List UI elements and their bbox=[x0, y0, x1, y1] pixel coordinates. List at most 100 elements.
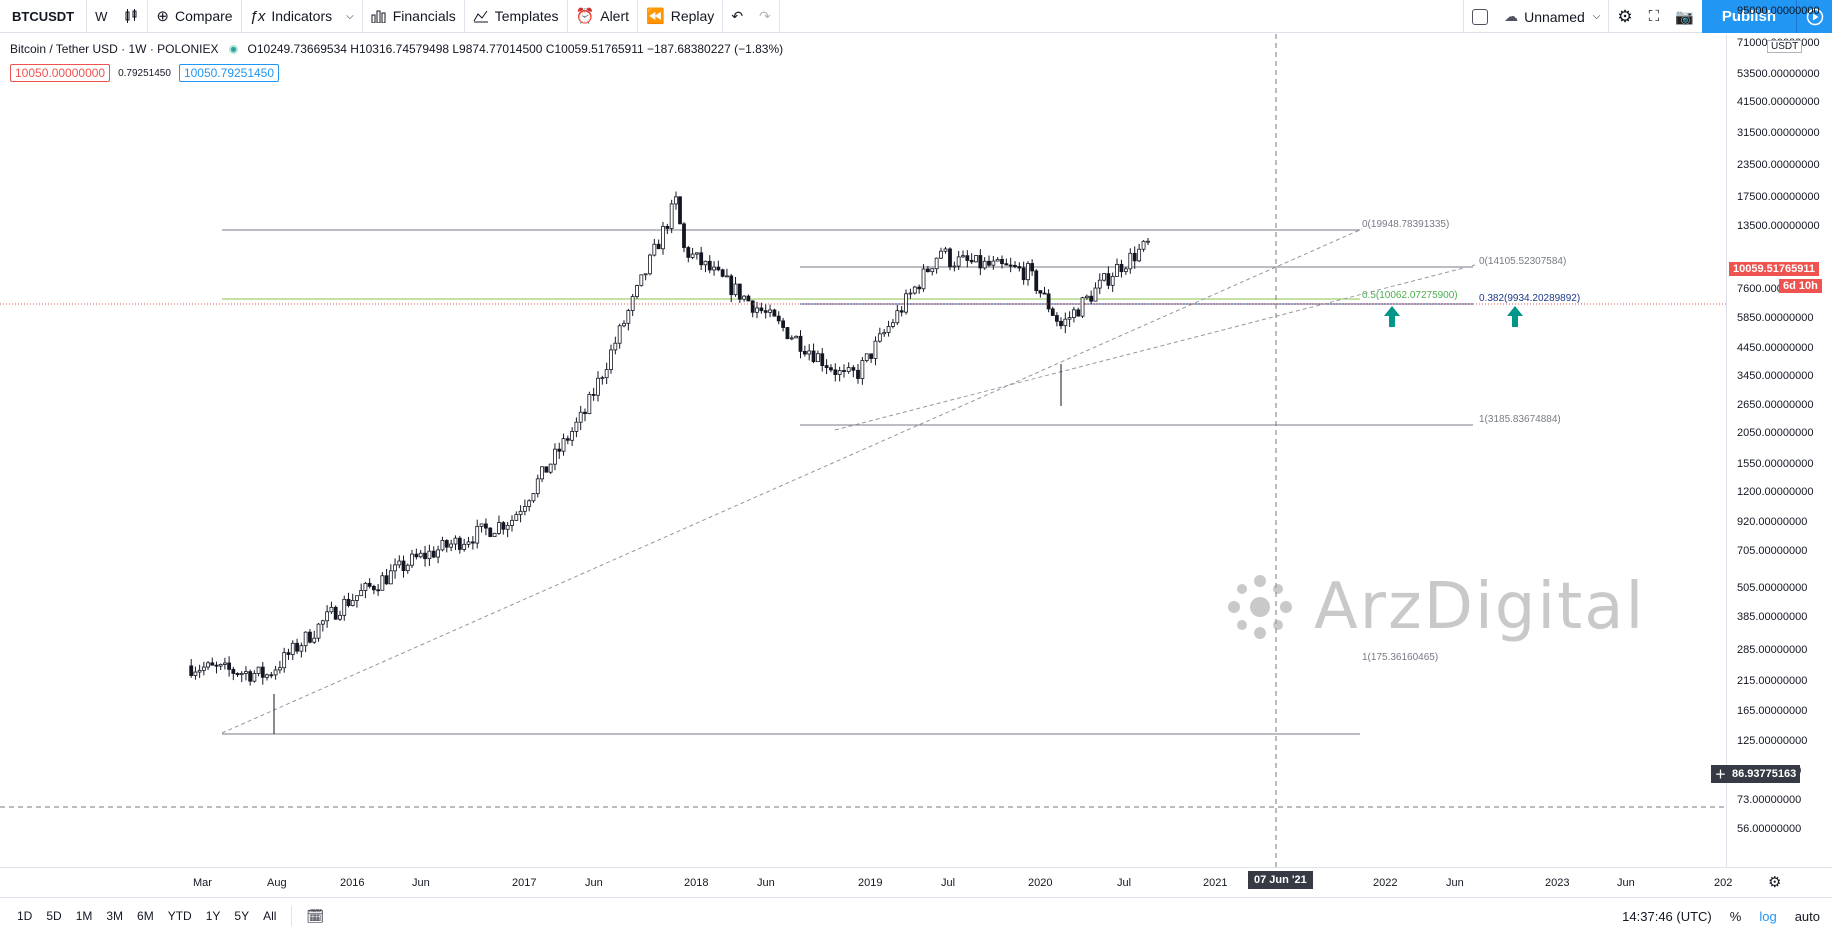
trend-line-long[interactable] bbox=[221, 228, 1363, 734]
symbol-search[interactable]: BTCUSDT bbox=[12, 8, 75, 24]
chart-canvas[interactable]: 0(19948.78391335) 1(175.36160465) 0.5(1006… bbox=[0, 34, 1726, 867]
fib-retracement-drawings[interactable]: 0(19948.78391335) 1(175.36160465) 0.5(1006… bbox=[222, 219, 1580, 735]
range-button-1d[interactable]: 1D bbox=[17, 909, 33, 923]
trend-lines[interactable] bbox=[221, 228, 1476, 734]
price-tick-label: 920.00000000 bbox=[1737, 515, 1808, 528]
candle bbox=[781, 317, 785, 332]
chart-type-button[interactable] bbox=[115, 0, 147, 33]
candle bbox=[729, 273, 734, 303]
candle bbox=[609, 344, 613, 374]
snapshot-button[interactable]: 📷 bbox=[1667, 0, 1702, 33]
chart-pane[interactable]: 0(19948.78391335) 1(175.36160465) 0.5(1006… bbox=[0, 34, 1726, 867]
candle bbox=[622, 320, 626, 328]
candle bbox=[768, 304, 772, 318]
series-legend: Bitcoin / Tether USD · 1W · POLONIEX O10… bbox=[10, 42, 783, 56]
candle bbox=[824, 359, 829, 375]
replay-label: Replay bbox=[670, 8, 715, 24]
range-button-ytd[interactable]: YTD bbox=[167, 909, 192, 923]
candle bbox=[665, 223, 670, 235]
multi-layout-checkbox[interactable] bbox=[1464, 0, 1496, 33]
undo-icon: ↶ bbox=[731, 7, 744, 24]
candle bbox=[1115, 258, 1119, 277]
candle bbox=[746, 294, 751, 302]
candle bbox=[1021, 261, 1026, 285]
arrow-up-marker-1[interactable] bbox=[1384, 306, 1400, 327]
candle bbox=[320, 619, 325, 632]
candle bbox=[252, 670, 257, 683]
layout-menu[interactable]: ☁ Unnamed ⌵ bbox=[1496, 0, 1608, 33]
axis-settings-button[interactable]: ⚙ bbox=[1768, 873, 1781, 891]
go-to-date-button[interactable]: 🗓 bbox=[300, 908, 330, 925]
currency-label[interactable]: USDT bbox=[1767, 40, 1803, 53]
candle bbox=[299, 642, 304, 658]
time-tick-label: Jun bbox=[1617, 877, 1635, 889]
alert-label: Alert bbox=[600, 8, 630, 24]
range-button-all[interactable]: All bbox=[263, 909, 277, 923]
candle bbox=[952, 261, 957, 272]
candle bbox=[811, 343, 816, 364]
range-button-5d[interactable]: 5D bbox=[46, 909, 62, 923]
range-button-3m[interactable]: 3M bbox=[106, 909, 124, 923]
undo-button[interactable]: ↶ bbox=[723, 0, 751, 33]
candle bbox=[1132, 246, 1137, 269]
publish-button[interactable]: Publish bbox=[1701, 0, 1796, 33]
candle bbox=[785, 327, 790, 340]
range-button-1m[interactable]: 1M bbox=[75, 909, 93, 923]
fullscreen-button[interactable]: ⛶ bbox=[1641, 0, 1668, 33]
templates-button[interactable]: Templates bbox=[465, 0, 567, 33]
candle bbox=[600, 375, 605, 385]
arrow-up-marker-2[interactable] bbox=[1507, 306, 1523, 327]
candle bbox=[674, 191, 678, 210]
replay-button[interactable]: ⏪ Replay bbox=[638, 0, 722, 33]
candle bbox=[431, 546, 436, 559]
candle bbox=[1102, 273, 1106, 282]
time-axis[interactable]: Mar Aug 2016 Jun 2017 Jun 2018 Jun 2019 Jul 2020 Ju… bbox=[0, 867, 1832, 897]
candle bbox=[908, 288, 913, 299]
candle bbox=[912, 285, 917, 295]
candle bbox=[535, 474, 540, 498]
candle bbox=[1050, 306, 1055, 317]
percent-scale-toggle[interactable]: % bbox=[1729, 909, 1742, 924]
sell-price[interactable]: 10050.00000000 bbox=[10, 64, 111, 82]
price-axis[interactable]: 125000.0000000095000.0000000071000.00000… bbox=[1711, 5, 1832, 867]
alert-button[interactable]: ⏰ Alert bbox=[568, 0, 637, 33]
candle bbox=[678, 196, 682, 225]
candle bbox=[899, 306, 904, 317]
buy-price[interactable]: 10050.79251450 bbox=[178, 64, 280, 82]
candle bbox=[210, 657, 215, 666]
financials-button[interactable]: Financials bbox=[363, 0, 464, 33]
candle bbox=[397, 555, 402, 569]
settings-button[interactable]: ⚙ bbox=[1609, 0, 1640, 33]
publish-stream-button[interactable] bbox=[1796, 0, 1832, 33]
series-title[interactable]: Bitcoin / Tether USD · 1W · POLONIEX bbox=[10, 42, 219, 56]
fib-small-label-1: 1(3185.83674884) bbox=[1479, 414, 1561, 425]
range-button-6m[interactable]: 6M bbox=[137, 909, 154, 923]
utc-clock[interactable]: 14:37:46 (UTC) bbox=[1622, 909, 1712, 924]
bar-chart-icon bbox=[371, 10, 386, 23]
interval-button[interactable]: W bbox=[95, 8, 108, 24]
indicators-label: Indicators bbox=[271, 8, 333, 24]
candle bbox=[583, 408, 587, 422]
auto-scale-toggle[interactable]: auto bbox=[1794, 909, 1820, 924]
log-scale-toggle[interactable]: log bbox=[1759, 909, 1777, 924]
range-button-1y[interactable]: 1Y bbox=[205, 909, 221, 923]
candle bbox=[553, 443, 557, 471]
candle bbox=[248, 669, 253, 686]
range-button-5y[interactable]: 5Y bbox=[234, 909, 250, 923]
redo-button[interactable]: ↷ bbox=[751, 0, 779, 33]
candle bbox=[256, 666, 261, 677]
toolbar-right: ☁ Unnamed ⌵ ⚙ ⛶ 📷 Publish bbox=[1463, 0, 1832, 33]
price-tick-label: 13500.00000000 bbox=[1737, 219, 1820, 232]
compare-button[interactable]: ⊕ Compare bbox=[148, 0, 240, 33]
time-tick-label: 2019 bbox=[858, 877, 883, 889]
candle bbox=[750, 300, 755, 318]
time-tick-label: 2018 bbox=[684, 877, 709, 889]
trend-line-short[interactable] bbox=[834, 264, 1476, 431]
price-tick-label: 1200.00000000 bbox=[1737, 486, 1814, 499]
price-tick-label: 31500.00000000 bbox=[1737, 126, 1820, 139]
candle bbox=[1072, 306, 1076, 323]
candle bbox=[1038, 290, 1043, 298]
crosshair-price: 86.93775163 bbox=[1732, 768, 1797, 780]
candle bbox=[466, 536, 471, 548]
indicators-button[interactable]: ƒx Indicators ⌵ bbox=[242, 0, 362, 33]
